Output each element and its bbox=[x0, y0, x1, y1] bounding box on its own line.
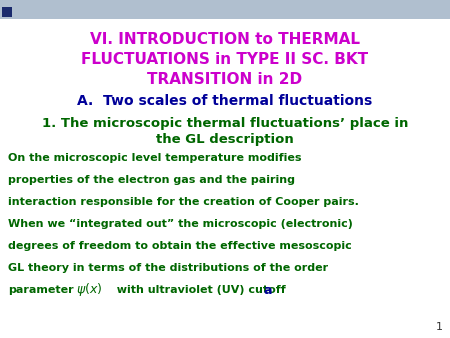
Text: degrees of freedom to obtain the effective mesoscopic: degrees of freedom to obtain the effecti… bbox=[8, 241, 352, 251]
Text: the GL description: the GL description bbox=[156, 134, 294, 146]
Bar bbox=[2, 6, 12, 17]
Text: properties of the electron gas and the pairing: properties of the electron gas and the p… bbox=[8, 175, 295, 185]
Text: 1: 1 bbox=[436, 322, 443, 332]
Text: When we “integrated out” the microscopic (electronic): When we “integrated out” the microscopic… bbox=[8, 219, 353, 229]
Text: TRANSITION in 2D: TRANSITION in 2D bbox=[148, 72, 302, 88]
Text: FLUCTUATIONS in TYPE II SC. BKT: FLUCTUATIONS in TYPE II SC. BKT bbox=[81, 52, 369, 68]
Text: A.  Two scales of thermal fluctuations: A. Two scales of thermal fluctuations bbox=[77, 94, 373, 108]
Text: with ultraviolet (UV) cutoff: with ultraviolet (UV) cutoff bbox=[109, 285, 286, 295]
Bar bbox=[0, 0, 450, 19]
Text: interaction responsible for the creation of Cooper pairs.: interaction responsible for the creation… bbox=[8, 197, 359, 207]
Text: a: a bbox=[264, 284, 273, 296]
Text: On the microscopic level temperature modifies: On the microscopic level temperature mod… bbox=[8, 153, 302, 163]
Text: 1. The microscopic thermal fluctuations’ place in: 1. The microscopic thermal fluctuations’… bbox=[42, 117, 408, 129]
Text: VI. INTRODUCTION to THERMAL: VI. INTRODUCTION to THERMAL bbox=[90, 32, 360, 48]
Text: GL theory in terms of the distributions of the order: GL theory in terms of the distributions … bbox=[8, 263, 328, 273]
Text: parameter: parameter bbox=[8, 285, 74, 295]
Text: $\psi(x)$: $\psi(x)$ bbox=[76, 282, 102, 298]
